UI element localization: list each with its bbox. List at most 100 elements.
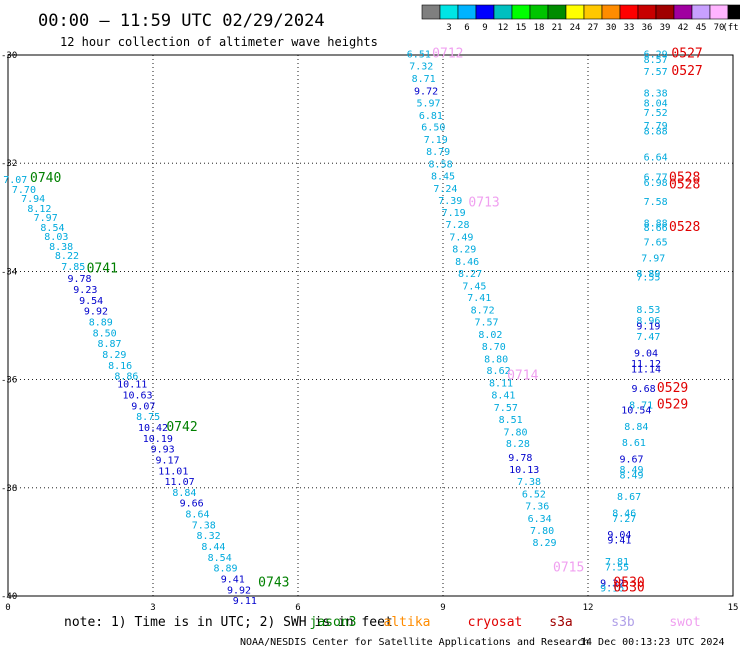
legend-label: 12 <box>498 23 509 33</box>
legend-swatch <box>673 4 693 20</box>
swh-value: 8.57 <box>644 55 668 66</box>
swh-value: 10.19 <box>143 434 173 445</box>
swh-value: 7.36 <box>525 501 549 512</box>
pass-time-label: 0741 <box>87 261 118 276</box>
swh-value: 11.14 <box>631 365 661 376</box>
satellite-label-s3a: s3a <box>549 615 572 630</box>
swh-value: 8.12 <box>27 204 51 215</box>
swh-value: 9.67 <box>619 454 643 465</box>
swh-value: 9.92 <box>227 585 251 596</box>
footer-timestamp: 14 Dec 00:13:23 UTC 2024 <box>580 637 725 648</box>
swh-value: 7.55 <box>605 563 629 574</box>
plot-area: 0 3 6 9 12 15-30-32-34-36-38-407.077.707.948.… <box>1 47 738 613</box>
swh-value: 10.11 <box>117 380 147 391</box>
swh-value: 7.57 <box>494 403 518 414</box>
legend-label: 6 <box>464 23 469 33</box>
swh-value: 6.51 <box>407 50 431 61</box>
legend-label: 3 <box>446 23 451 33</box>
swh-value: 7.79 <box>644 121 668 132</box>
swh-value: 7.27 <box>612 514 636 525</box>
footer-note: note: 1) Time is in UTC; 2) SWH is in fe… <box>64 615 393 630</box>
swh-value: 9.07 <box>131 401 155 412</box>
pass-time-label: 0529 <box>657 381 688 396</box>
pass-time-label: 0713 <box>468 195 499 210</box>
swh-value: 7.97 <box>641 254 665 265</box>
swh-value: 8.96 <box>636 316 660 327</box>
swh-value: 7.38 <box>192 520 216 531</box>
legend-label: 45 <box>696 23 707 33</box>
legend-label: 27 <box>588 23 599 33</box>
x-tick-label: 3 <box>150 603 155 613</box>
swh-value: 8.29 <box>452 244 476 255</box>
swh-value: 6.29 <box>644 50 668 61</box>
swh-value: 7.32 <box>409 62 433 73</box>
swh-value: 8.58 <box>429 160 453 171</box>
pass-time-label: 0530 <box>613 575 644 590</box>
series-cryosat: 6.298.577.578.388.047.527.798.886.646.77… <box>600 47 703 596</box>
swh-value: 8.61 <box>622 438 646 449</box>
swh-value: 8.29 <box>532 538 556 549</box>
swh-value: 9.41 <box>221 574 245 585</box>
swh-value: 8.89 <box>213 564 237 575</box>
swh-value: 9.92 <box>84 307 108 318</box>
legend-swatch <box>727 4 740 20</box>
legend-label: 36 <box>642 23 653 33</box>
satellite-label-s3b: s3b <box>611 615 635 630</box>
legend-swatch <box>583 4 603 20</box>
swh-value: 8.71 <box>412 74 436 85</box>
swh-value: 8.71 <box>629 400 653 411</box>
plot-frame <box>7 54 734 597</box>
pass-time-label: 0528 <box>669 220 700 235</box>
swh-value: 8.46 <box>612 508 636 519</box>
swh-value: 11.07 <box>165 477 195 488</box>
swh-value: 9.23 <box>73 285 97 296</box>
swh-value: 8.49 <box>619 471 643 482</box>
x-tick-label: 0 <box>5 603 10 613</box>
legend-swatch <box>529 4 549 20</box>
swh-value: 10.42 <box>138 423 168 434</box>
x-tick-label: 15 <box>728 603 739 613</box>
swh-value: 8.87 <box>97 339 121 350</box>
legend-swatch <box>493 4 513 20</box>
swh-value: 6.81 <box>419 111 443 122</box>
swh-value: 8.16 <box>108 361 132 372</box>
legend-label: 39 <box>660 23 671 33</box>
footer-credit: NOAA/NESDIS Center for Satellite Applica… <box>240 637 589 648</box>
swh-value: 10.13 <box>509 465 539 476</box>
y-tick-label: -30 <box>1 51 17 61</box>
swh-value: 8.32 <box>197 531 221 542</box>
satellite-label-swot: swot <box>669 615 700 630</box>
swh-value: 8.80 <box>484 354 508 365</box>
swh-value: 6.77 <box>644 173 668 184</box>
y-tick-label: -36 <box>1 376 17 386</box>
chart-title: 00:00 – 11:59 UTC 02/29/2024 <box>38 11 325 31</box>
legend-swatch <box>439 4 459 20</box>
swh-value: 7.57 <box>474 318 498 329</box>
swh-value: 7.28 <box>445 220 469 231</box>
swh-value: 8.22 <box>55 251 79 262</box>
swh-value: 7.70 <box>12 185 36 196</box>
legend-label: 18 <box>534 23 545 33</box>
swh-value: 9.78 <box>67 274 91 285</box>
legend-swatch <box>601 4 621 20</box>
swh-value: 5.97 <box>416 98 440 109</box>
pass-time-label: 0712 <box>432 47 463 62</box>
legend-unit: (ft) <box>722 23 740 33</box>
swh-value: 9.41 <box>607 536 631 547</box>
legend-swatch <box>421 4 441 20</box>
legend-swatch <box>547 4 567 20</box>
swh-value: 8.54 <box>40 223 64 234</box>
swh-value: 11.12 <box>631 359 661 370</box>
swh-value: 8.75 <box>136 412 160 423</box>
swh-value: 8.79 <box>426 147 450 158</box>
swh-value: 8.51 <box>499 415 523 426</box>
pass-time-label: 0527 <box>671 47 702 62</box>
legend-label: 21 <box>552 23 563 33</box>
legend-label: 33 <box>624 23 635 33</box>
swh-value: 8.62 <box>487 366 511 377</box>
satellite-legend: jason3 altika cryosat s3a s3b swot <box>310 615 701 630</box>
swh-value: 8.28 <box>506 439 530 450</box>
swh-value: 7.97 <box>34 213 58 224</box>
swh-value: 8.44 <box>201 542 225 553</box>
series-jason3: 7.077.707.948.127.978.548.038.388.227.85… <box>3 171 289 607</box>
